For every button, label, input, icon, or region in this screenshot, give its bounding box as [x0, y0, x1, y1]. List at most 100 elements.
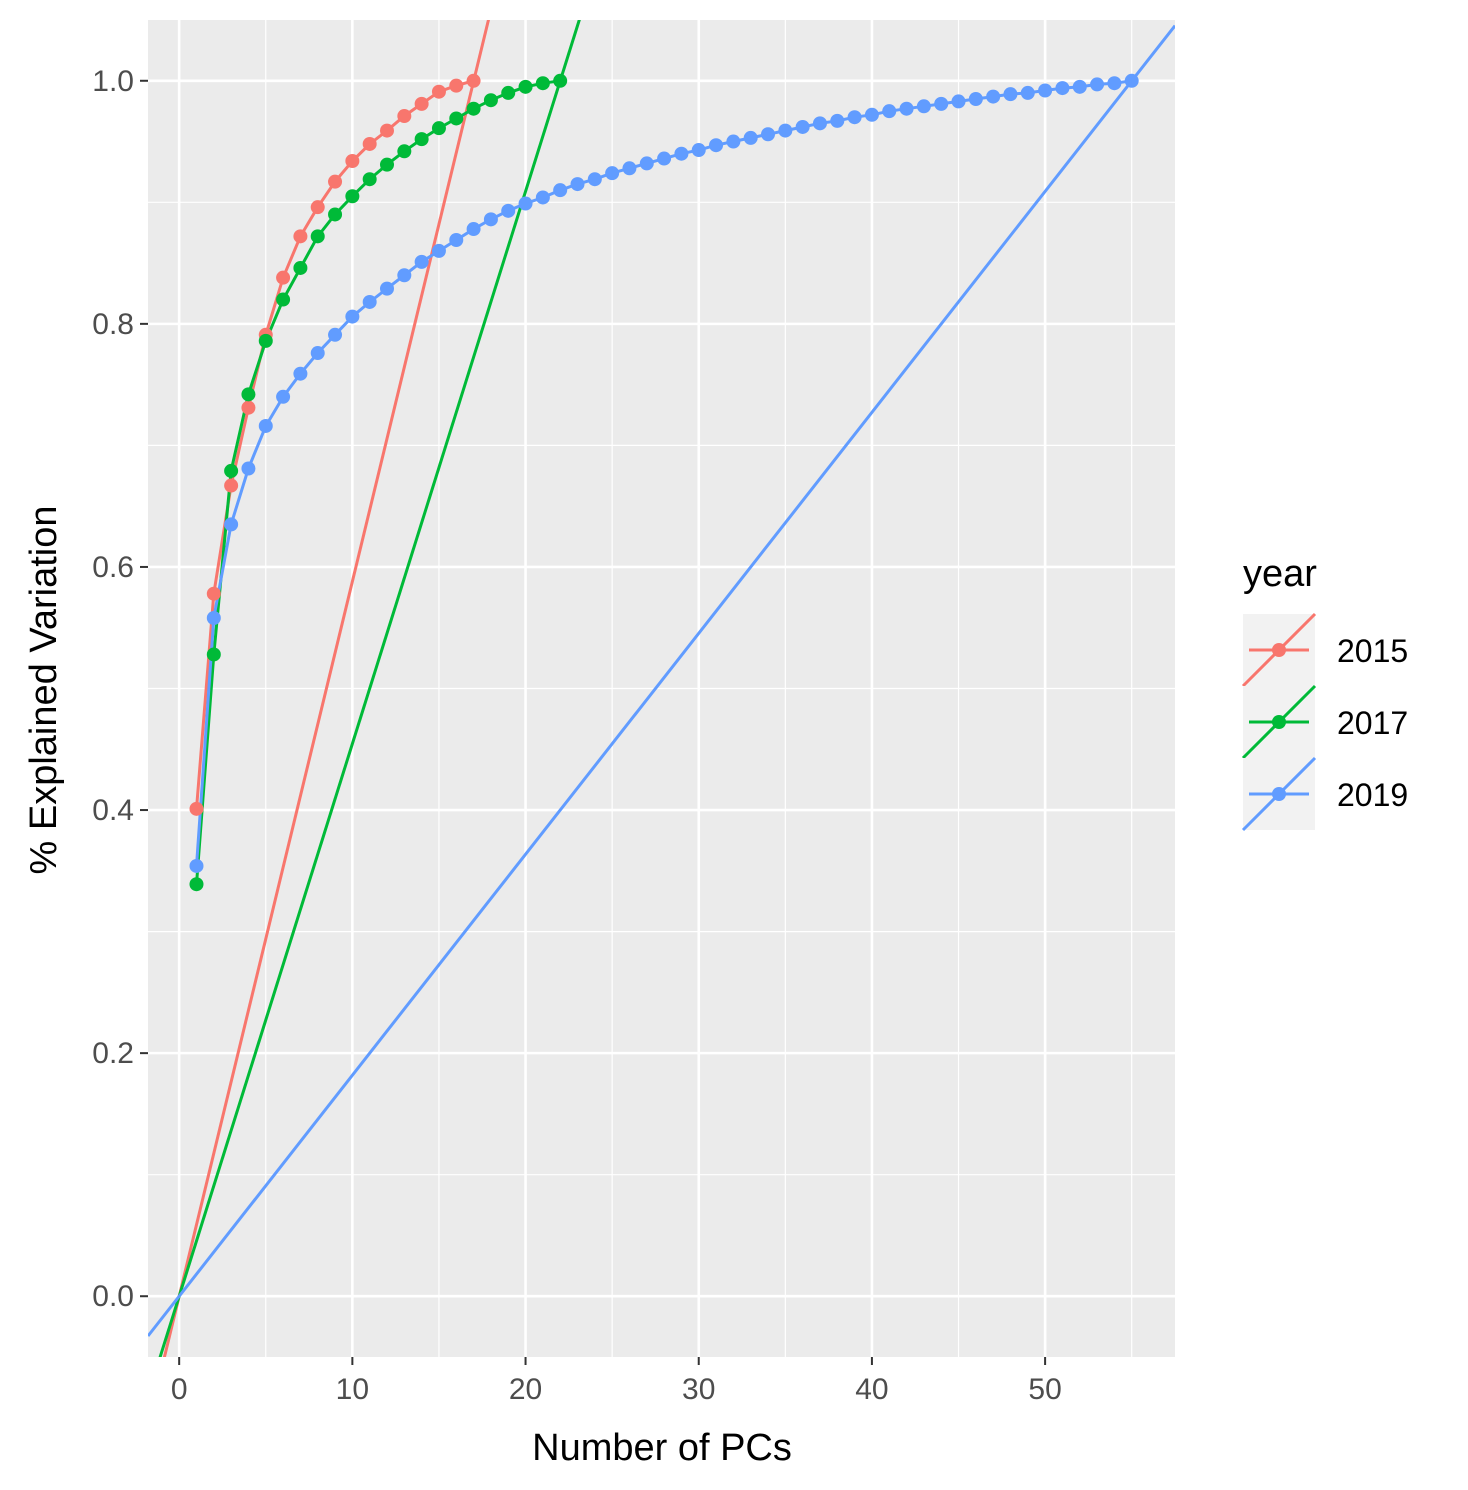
- data-point-2019: [449, 232, 464, 247]
- data-point-2017: [224, 463, 239, 478]
- data-point-2019: [795, 119, 810, 134]
- x-axis-ticks: 0 10 20 30 40 50: [171, 1357, 1062, 1406]
- x-tick-label: 20: [509, 1373, 542, 1406]
- data-point-2019: [224, 517, 239, 532]
- data-point-2019: [570, 177, 585, 192]
- data-point-2019: [310, 346, 325, 361]
- data-point-2019: [258, 418, 273, 433]
- data-point-2019: [328, 327, 343, 342]
- y-tick-label: 0.0: [92, 1280, 134, 1313]
- data-point-2019: [414, 254, 429, 269]
- data-point-2017: [431, 121, 446, 136]
- data-point-2019: [864, 107, 879, 122]
- data-point-2017: [466, 101, 481, 116]
- data-point-2019: [639, 156, 654, 171]
- data-point-2019: [605, 166, 620, 181]
- reference-line-2019: [148, 24, 1175, 1337]
- y-tick-label: 0.2: [92, 1037, 134, 1070]
- data-point-2019: [1090, 77, 1105, 92]
- x-tick-label: 50: [1028, 1373, 1061, 1406]
- data-point-2019: [206, 611, 221, 626]
- x-tick-label: 10: [336, 1373, 369, 1406]
- data-point-2015: [241, 400, 256, 415]
- x-axis-title: Number of PCs: [532, 1427, 792, 1469]
- data-point-2019: [1038, 83, 1053, 98]
- x-tick-label: 30: [682, 1373, 715, 1406]
- data-point-2019: [934, 96, 949, 111]
- data-point-2015: [466, 73, 481, 88]
- data-point-2015: [431, 84, 446, 99]
- y-tick-label: 0.6: [92, 551, 134, 584]
- y-tick-label: 0.4: [92, 794, 134, 827]
- data-point-2015: [224, 478, 239, 493]
- data-point-2019: [761, 127, 776, 142]
- data-point-2015: [362, 136, 377, 151]
- data-point-2019: [345, 309, 360, 324]
- legend: year 2015 2017 2019: [1241, 553, 1408, 832]
- data-point-2019: [535, 190, 550, 205]
- data-point-2017: [310, 229, 325, 244]
- data-point-2019: [709, 138, 724, 153]
- data-point-2019: [743, 130, 758, 145]
- data-point-2019: [362, 294, 377, 309]
- data-point-2017: [328, 207, 343, 222]
- data-point-2019: [431, 243, 446, 258]
- data-point-2015: [293, 229, 308, 244]
- reference-line-2017: [158, 20, 581, 1357]
- data-point-2017: [206, 647, 221, 662]
- legend-label-2017: 2017: [1337, 705, 1408, 741]
- data-point-2019: [587, 172, 602, 187]
- data-point-2015: [276, 270, 291, 285]
- data-point-2015: [206, 586, 221, 601]
- legend-key-point: [1272, 787, 1286, 801]
- y-tick-label: 0.8: [92, 308, 134, 341]
- legend-title: year: [1243, 553, 1317, 595]
- data-point-2017: [501, 85, 516, 100]
- data-point-2019: [1003, 87, 1018, 102]
- data-point-2019: [553, 183, 568, 198]
- major-gridlines: [148, 20, 1175, 1357]
- data-point-2017: [293, 260, 308, 275]
- data-point-2019: [397, 268, 412, 283]
- x-tick-label: 40: [855, 1373, 888, 1406]
- data-point-2019: [1072, 79, 1087, 94]
- data-point-2019: [899, 101, 914, 116]
- data-point-2017: [345, 189, 360, 204]
- data-point-2019: [379, 281, 394, 296]
- data-point-2015: [310, 200, 325, 215]
- y-tick-label: 1.0: [92, 65, 134, 98]
- y-axis-ticks: 0.0 0.2 0.4 0.6 0.8 1.0: [92, 65, 148, 1313]
- data-point-2019: [657, 151, 672, 166]
- data-point-2019: [483, 212, 498, 227]
- data-point-2015: [189, 801, 204, 816]
- data-point-2019: [674, 146, 689, 161]
- data-point-2017: [449, 111, 464, 126]
- data-point-2019: [501, 203, 516, 218]
- data-point-2019: [241, 461, 256, 476]
- data-point-2019: [882, 104, 897, 119]
- data-point-2019: [986, 89, 1001, 104]
- legend-label-2015: 2015: [1337, 633, 1408, 669]
- data-point-2017: [397, 144, 412, 159]
- data-point-2019: [189, 858, 204, 873]
- data-point-2015: [328, 174, 343, 189]
- series-points: [189, 73, 1139, 892]
- data-point-2015: [397, 109, 412, 124]
- data-point-2019: [1107, 76, 1122, 91]
- data-point-2019: [1020, 85, 1035, 100]
- series-line-2017: [195, 79, 561, 885]
- data-point-2017: [189, 877, 204, 892]
- data-point-2019: [812, 116, 827, 131]
- data-point-2019: [968, 92, 983, 107]
- data-point-2019: [916, 99, 931, 114]
- legend-key-point: [1272, 643, 1286, 657]
- data-point-2017: [483, 93, 498, 108]
- reference-line-2015: [162, 20, 490, 1357]
- data-point-2019: [276, 389, 291, 404]
- data-point-2017: [379, 157, 394, 172]
- legend-label-2019: 2019: [1337, 777, 1408, 813]
- data-point-2017: [553, 73, 568, 88]
- data-point-2015: [379, 123, 394, 138]
- data-point-2015: [449, 78, 464, 93]
